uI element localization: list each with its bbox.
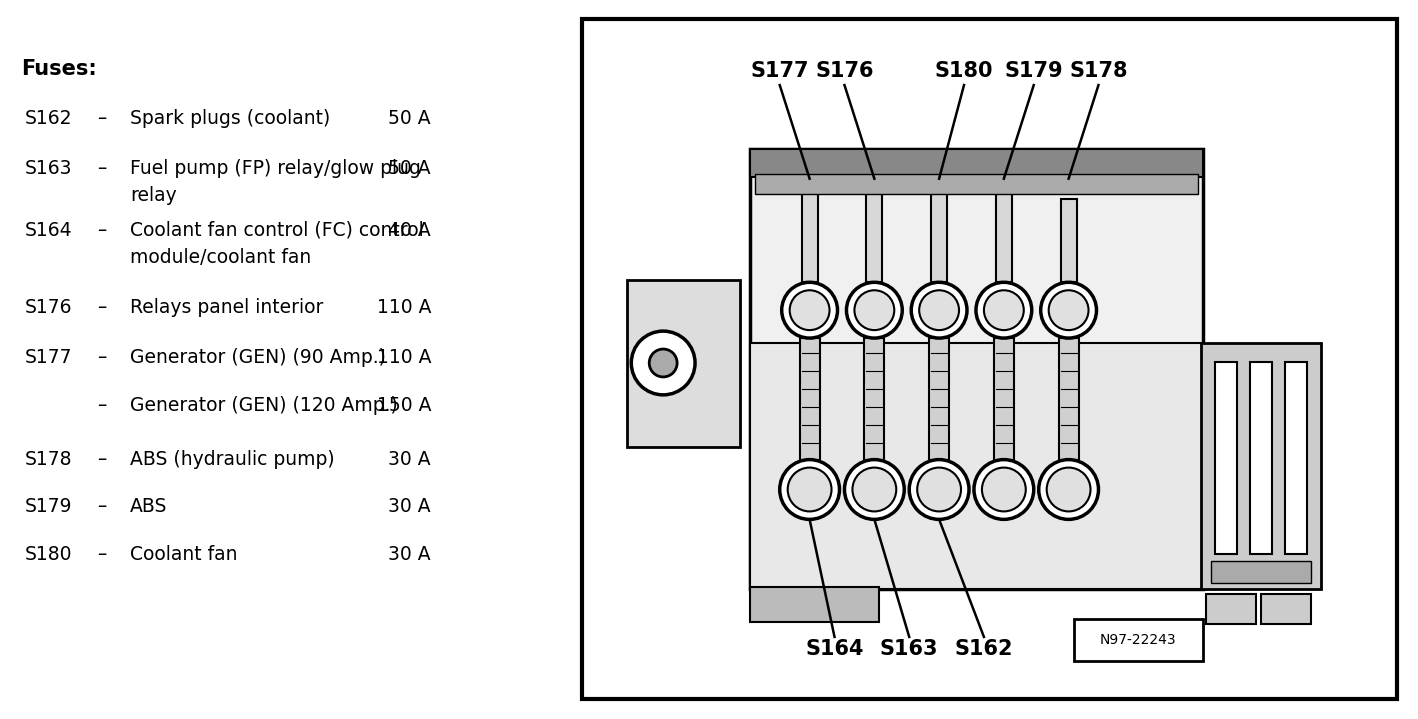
Text: 110 A: 110 A bbox=[377, 298, 431, 317]
Text: S163: S163 bbox=[881, 639, 939, 659]
Text: Spark plugs (coolant): Spark plugs (coolant) bbox=[130, 109, 330, 128]
Text: S177: S177 bbox=[750, 61, 810, 81]
Text: S179: S179 bbox=[1004, 61, 1064, 81]
Bar bbox=[750, 587, 879, 622]
Text: 50 A: 50 A bbox=[389, 159, 431, 178]
Text: Relays panel interior: Relays panel interior bbox=[130, 298, 323, 317]
Bar bbox=[1061, 198, 1076, 283]
Bar bbox=[1207, 594, 1256, 624]
Bar bbox=[995, 179, 1012, 283]
Bar bbox=[754, 174, 1198, 193]
Text: Generator (GEN) (120 Amp.): Generator (GEN) (120 Amp.) bbox=[130, 396, 398, 415]
Text: ABS (hydraulic pump): ABS (hydraulic pump) bbox=[130, 449, 335, 469]
Bar bbox=[1285, 362, 1306, 554]
Text: 40 A: 40 A bbox=[389, 221, 431, 239]
Bar bbox=[1211, 562, 1310, 583]
Text: Coolant fan: Coolant fan bbox=[130, 545, 238, 564]
Bar bbox=[750, 342, 1202, 589]
Text: S180: S180 bbox=[24, 545, 72, 564]
Bar bbox=[627, 280, 740, 446]
Text: S162: S162 bbox=[954, 639, 1014, 659]
Circle shape bbox=[631, 331, 695, 395]
Text: S176: S176 bbox=[815, 61, 873, 81]
Circle shape bbox=[974, 459, 1034, 519]
Text: S177: S177 bbox=[24, 348, 72, 367]
Text: –: – bbox=[98, 498, 106, 516]
Text: S178: S178 bbox=[1069, 61, 1127, 81]
Bar bbox=[800, 338, 820, 459]
Circle shape bbox=[909, 459, 968, 519]
Circle shape bbox=[787, 467, 831, 511]
Circle shape bbox=[852, 467, 896, 511]
Circle shape bbox=[790, 290, 830, 330]
Bar bbox=[1201, 342, 1320, 589]
Circle shape bbox=[912, 283, 967, 338]
Bar bbox=[1249, 362, 1272, 554]
Bar bbox=[994, 338, 1014, 459]
Bar bbox=[932, 179, 947, 283]
Circle shape bbox=[976, 283, 1032, 338]
Text: S162: S162 bbox=[24, 109, 72, 128]
Text: 30 A: 30 A bbox=[389, 545, 431, 564]
Text: 150 A: 150 A bbox=[377, 396, 431, 415]
Bar bbox=[1261, 594, 1310, 624]
Text: 30 A: 30 A bbox=[389, 498, 431, 516]
Text: S180: S180 bbox=[934, 61, 993, 81]
Circle shape bbox=[919, 290, 959, 330]
Bar bbox=[583, 19, 1397, 699]
Text: S164: S164 bbox=[805, 639, 864, 659]
Text: –: – bbox=[98, 449, 106, 469]
Circle shape bbox=[649, 349, 678, 377]
Bar bbox=[750, 149, 1202, 589]
Text: –: – bbox=[98, 348, 106, 367]
Text: –: – bbox=[98, 221, 106, 239]
Text: S178: S178 bbox=[24, 449, 72, 469]
Text: module/coolant fan: module/coolant fan bbox=[130, 249, 312, 267]
Text: –: – bbox=[98, 298, 106, 317]
Text: –: – bbox=[98, 109, 106, 128]
Circle shape bbox=[781, 283, 838, 338]
Text: ABS: ABS bbox=[130, 498, 167, 516]
Circle shape bbox=[847, 283, 902, 338]
Text: relay: relay bbox=[130, 186, 177, 205]
Text: –: – bbox=[98, 545, 106, 564]
Text: 50 A: 50 A bbox=[389, 109, 431, 128]
Text: S163: S163 bbox=[24, 159, 72, 178]
Text: Generator (GEN) (90 Amp.): Generator (GEN) (90 Amp.) bbox=[130, 348, 386, 367]
Bar bbox=[801, 179, 818, 283]
Text: –: – bbox=[98, 396, 106, 415]
Text: S164: S164 bbox=[24, 221, 72, 239]
Text: 110 A: 110 A bbox=[377, 348, 431, 367]
Circle shape bbox=[1046, 467, 1090, 511]
Text: S176: S176 bbox=[24, 298, 72, 317]
Text: N97-22243: N97-22243 bbox=[1100, 633, 1177, 647]
Text: 30 A: 30 A bbox=[389, 449, 431, 469]
Bar bbox=[929, 338, 949, 459]
Circle shape bbox=[1041, 283, 1096, 338]
Circle shape bbox=[917, 467, 961, 511]
Bar bbox=[865, 338, 885, 459]
Text: Fuel pump (FP) relay/glow plug: Fuel pump (FP) relay/glow plug bbox=[130, 159, 421, 178]
Text: Coolant fan control (FC) control: Coolant fan control (FC) control bbox=[130, 221, 424, 239]
Text: Fuses:: Fuses: bbox=[21, 59, 96, 79]
Bar bbox=[1059, 338, 1079, 459]
Bar bbox=[750, 149, 1202, 177]
Circle shape bbox=[780, 459, 839, 519]
Text: S179: S179 bbox=[24, 498, 72, 516]
Circle shape bbox=[984, 290, 1024, 330]
Bar bbox=[866, 179, 882, 283]
Circle shape bbox=[855, 290, 895, 330]
Circle shape bbox=[1049, 290, 1089, 330]
Text: –: – bbox=[98, 159, 106, 178]
Bar bbox=[1215, 362, 1236, 554]
Circle shape bbox=[981, 467, 1025, 511]
Circle shape bbox=[1039, 459, 1099, 519]
Circle shape bbox=[845, 459, 905, 519]
Bar bbox=[1073, 619, 1202, 661]
